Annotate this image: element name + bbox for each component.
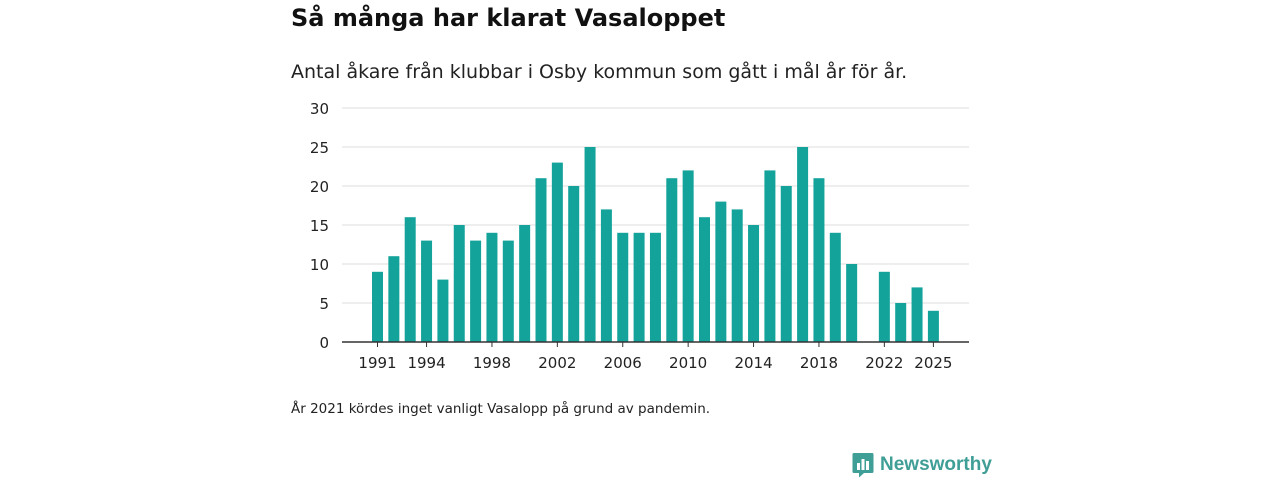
bar-2022: [878, 271, 890, 342]
chart-title: Så många har klarat Vasaloppet: [291, 4, 726, 32]
bar-2012: [715, 201, 727, 342]
bar-1995: [437, 279, 449, 342]
bar-2023: [895, 303, 907, 342]
bar-2003: [568, 186, 580, 342]
x-tick-label: 2010: [669, 354, 707, 372]
bar-2007: [633, 232, 645, 342]
bar-2009: [666, 178, 678, 342]
y-tick-label: 15: [310, 217, 329, 235]
bar-2015: [764, 170, 776, 342]
y-tick-label: 5: [319, 295, 329, 313]
chart-subtitle: Antal åkare från klubbar i Osby kommun s…: [291, 61, 908, 83]
bar-2025: [927, 310, 939, 342]
bar-2014: [748, 225, 760, 342]
brand-logo: Newsworthy: [852, 452, 992, 478]
bar-2008: [649, 232, 661, 342]
bar-2001: [535, 178, 547, 342]
bar-1996: [453, 225, 465, 342]
bar-1999: [502, 240, 514, 342]
y-tick-label: 30: [310, 100, 329, 118]
bar-1998: [486, 232, 498, 342]
footnote: År 2021 kördes inget vanligt Vasalopp på…: [291, 401, 711, 417]
x-tick-label: 1998: [473, 354, 511, 372]
bar-2024: [911, 287, 923, 342]
x-tick-label: 2018: [800, 354, 838, 372]
x-tick-label: 2006: [604, 354, 642, 372]
bar-2016: [780, 186, 792, 342]
bar-1994: [421, 240, 433, 342]
bar-2006: [617, 232, 629, 342]
bar-2002: [551, 162, 563, 342]
bar-2005: [600, 209, 612, 342]
bar-2018: [813, 178, 825, 342]
bar-2011: [699, 217, 710, 342]
x-tick-label: 2025: [914, 354, 952, 372]
y-tick-label: 20: [310, 178, 329, 196]
bar-2017: [797, 147, 809, 342]
bar-2019: [829, 232, 841, 342]
bar-1992: [388, 256, 400, 342]
x-tick-label: 1994: [407, 354, 445, 372]
x-tick-label: 1991: [358, 354, 396, 372]
y-tick-label: 0: [319, 334, 329, 352]
bar-2000: [519, 225, 531, 342]
brand-name: Newsworthy: [880, 454, 992, 475]
bars: [372, 147, 939, 342]
x-tick-label: 2002: [538, 354, 576, 372]
bar-2013: [731, 209, 743, 342]
bar-1991: [372, 271, 383, 342]
bar-1997: [470, 240, 482, 342]
y-tick-label: 10: [310, 256, 329, 274]
newsworthy-logo-icon: [852, 453, 874, 478]
bar-2004: [584, 147, 596, 342]
x-tick-label: 2022: [865, 354, 903, 372]
x-tick-label: 2014: [734, 354, 772, 372]
y-tick-label: 25: [310, 139, 329, 157]
bar-2020: [846, 264, 858, 342]
bar-2010: [682, 170, 694, 342]
bar-1993: [404, 217, 416, 342]
